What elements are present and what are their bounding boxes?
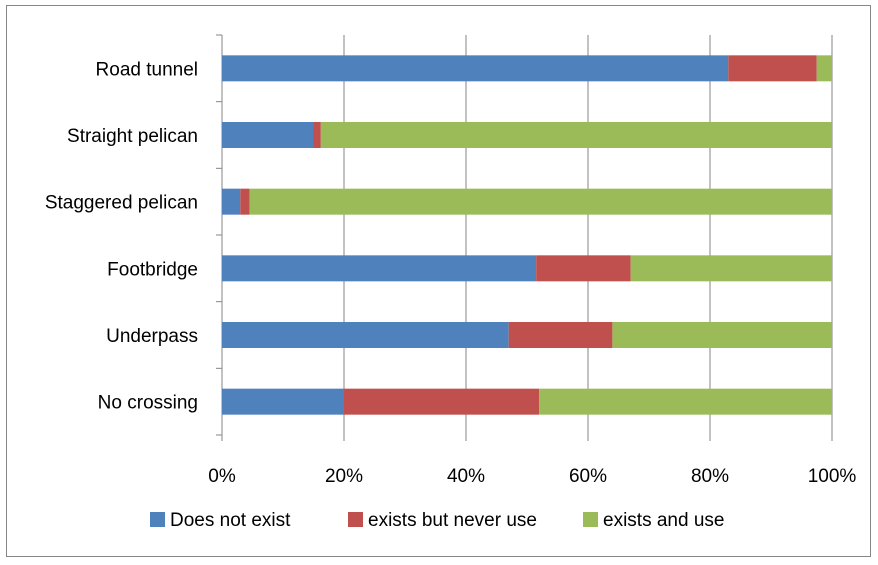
legend-swatch (150, 512, 165, 527)
bar-segment (344, 388, 540, 415)
bar-segment (222, 255, 537, 282)
category-label: Road tunnel (96, 59, 198, 80)
bar-segment (539, 388, 832, 415)
x-tick-label: 100% (808, 466, 857, 487)
category-label: Footbridge (107, 259, 198, 280)
bar-segment (249, 188, 832, 215)
category-label: Underpass (106, 326, 198, 347)
bar-segment (222, 55, 729, 82)
bar-segment (816, 55, 832, 82)
legend-label: exists and use (603, 510, 724, 531)
legend-label: Does not exist (170, 510, 291, 531)
bar-segment (536, 255, 631, 282)
legend-label: exists but never use (368, 510, 537, 531)
bar-segment (612, 322, 832, 348)
bar-segment (313, 122, 321, 148)
x-tick-label: 20% (325, 466, 363, 487)
category-label: Staggered pelican (45, 193, 198, 214)
x-tick-label: 0% (208, 466, 236, 487)
bar-segment (222, 322, 509, 348)
bar-segment (222, 388, 344, 415)
legend-swatch (348, 512, 363, 527)
x-tick-label: 80% (691, 466, 729, 487)
bar-segment (222, 122, 314, 148)
bar-segment (630, 255, 832, 282)
bar-segment (240, 188, 250, 215)
bar-segment (728, 55, 817, 82)
bar-segment (222, 188, 241, 215)
x-tick-label: 60% (569, 466, 607, 487)
category-label: No crossing (98, 393, 198, 414)
x-tick-label: 40% (447, 466, 485, 487)
bar-segment (508, 322, 613, 348)
bar-segment (320, 122, 832, 148)
category-label: Straight pelican (67, 126, 198, 147)
legend-swatch (583, 512, 598, 527)
